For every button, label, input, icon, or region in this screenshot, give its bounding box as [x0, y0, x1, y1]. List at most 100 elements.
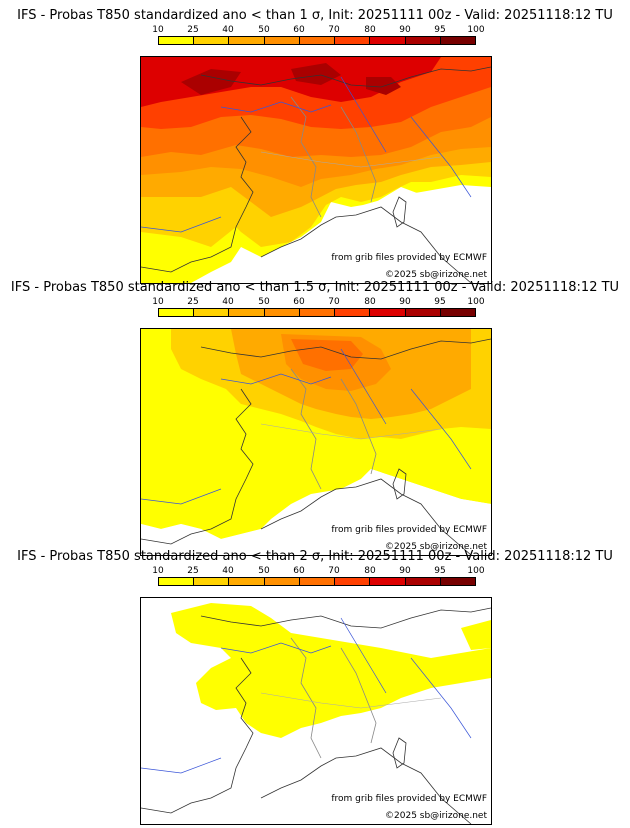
map-canvas	[141, 57, 491, 283]
data-source-credit: from grib files provided by ECMWF	[331, 253, 487, 263]
colorbar-tick: 40	[222, 297, 234, 307]
sea-area	[141, 524, 261, 555]
colorbar-tick: 70	[328, 25, 340, 35]
coastline	[141, 657, 254, 814]
colorbar-segment	[440, 309, 475, 316]
map-panel-2: IFS - Probas T850 standardized ano < tha…	[0, 280, 630, 556]
colorbar-tick: 80	[364, 25, 376, 35]
border-line	[290, 96, 322, 218]
copyright-credit: ©2025 sb@irizone.net	[385, 811, 487, 821]
prob-fill	[291, 63, 341, 85]
river	[340, 76, 387, 153]
colorbar-segment	[194, 309, 230, 316]
colorbar-strip	[158, 36, 476, 45]
colorbar-tick: 95	[434, 297, 446, 307]
colorbar-segment	[299, 37, 336, 44]
colorbar-segment	[335, 578, 371, 585]
river	[340, 617, 387, 694]
colorbar: 10 25 40 50 60 70 80 90 95 100	[152, 566, 485, 590]
colorbar-tick: 50	[258, 297, 270, 307]
colorbar-tick: 100	[467, 25, 485, 35]
colorbar-segment	[405, 37, 441, 44]
colorbar-strip	[158, 577, 476, 586]
colorbar-tick: 10	[152, 566, 164, 576]
river	[141, 216, 222, 233]
data-source-credit: from grib files provided by ECMWF	[331, 525, 487, 535]
map-canvas	[141, 329, 491, 555]
colorbar: 10 25 40 50 60 70 80 90 95 100	[152, 297, 485, 321]
probability-map: from grib files provided by ECMWF ©2025 …	[140, 597, 492, 825]
river	[410, 388, 472, 470]
colorbar-strip	[158, 308, 476, 317]
island	[392, 737, 407, 769]
prob-fill	[291, 339, 363, 371]
colorbar-segment	[440, 578, 475, 585]
coastline	[260, 747, 472, 824]
river	[220, 101, 332, 113]
river	[340, 348, 387, 425]
colorbar-segment	[299, 578, 336, 585]
colorbar-segment	[264, 578, 300, 585]
border-line	[260, 423, 442, 440]
island	[392, 468, 407, 500]
map-canvas	[141, 603, 491, 824]
colorbar-tick: 10	[152, 25, 164, 35]
map-panel-3: IFS - Probas T850 standardized ano < tha…	[0, 549, 630, 825]
panel-title: IFS - Probas T850 standardized ano < tha…	[17, 8, 613, 23]
colorbar-tick: 90	[399, 297, 411, 307]
colorbar-segment	[370, 309, 406, 316]
colorbar-segment	[229, 578, 265, 585]
colorbar-segment	[159, 309, 195, 316]
colorbar-tick: 60	[293, 25, 305, 35]
coastline	[200, 338, 491, 360]
data-source-credit: from grib files provided by ECMWF	[331, 794, 487, 804]
colorbar-tick: 40	[222, 25, 234, 35]
colorbar-tick: 10	[152, 297, 164, 307]
colorbar-segment	[229, 309, 265, 316]
colorbar-tick: 50	[258, 25, 270, 35]
panel-title: IFS - Probas T850 standardized ano < tha…	[10, 280, 620, 295]
river	[141, 488, 222, 505]
colorbar-segment	[405, 578, 441, 585]
colorbar-segment	[194, 578, 230, 585]
colorbar-tick: 25	[187, 566, 199, 576]
colorbar-segment	[370, 578, 406, 585]
colorbar: 10 25 40 50 60 70 80 90 95 100	[152, 25, 485, 49]
border-line	[340, 378, 377, 475]
colorbar-tick: 100	[467, 566, 485, 576]
border-line	[260, 692, 442, 709]
colorbar-segment	[159, 37, 195, 44]
colorbar-tick: 100	[467, 297, 485, 307]
colorbar-tick: 25	[187, 297, 199, 307]
coastline	[141, 388, 254, 545]
colorbar-segment	[194, 37, 230, 44]
colorbar-tick: 70	[328, 297, 340, 307]
colorbar-segment	[405, 309, 441, 316]
colorbar-tick: 25	[187, 25, 199, 35]
sea-area	[321, 187, 491, 283]
colorbar-segment	[264, 309, 300, 316]
border-line	[290, 368, 322, 490]
border-line	[290, 637, 322, 759]
colorbar-tick: 95	[434, 25, 446, 35]
border-line	[340, 647, 377, 744]
river	[410, 116, 472, 198]
panel-title: IFS - Probas T850 standardized ano < tha…	[17, 549, 613, 564]
colorbar-tick: 50	[258, 566, 270, 576]
map-panel-1: IFS - Probas T850 standardized ano < tha…	[0, 8, 630, 284]
prob-fill	[171, 603, 491, 738]
colorbar-tick: 90	[399, 566, 411, 576]
colorbar-segment	[299, 309, 336, 316]
coastline	[200, 66, 491, 88]
river	[141, 757, 222, 774]
coastline	[260, 206, 472, 283]
border-line	[260, 151, 442, 168]
river	[220, 642, 332, 654]
coastline	[141, 116, 254, 273]
colorbar-segment	[264, 37, 300, 44]
copyright-credit: ©2025 sb@irizone.net	[385, 542, 487, 552]
sea-area	[301, 469, 491, 555]
colorbar-tick: 40	[222, 566, 234, 576]
coastline	[260, 478, 472, 555]
colorbar-segment	[229, 37, 265, 44]
